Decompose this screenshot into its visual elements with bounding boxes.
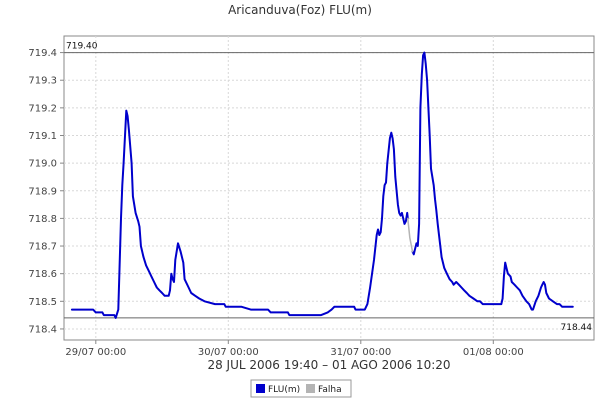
legend-label-flu: FLU(m): [268, 385, 300, 395]
series-line-1: [411, 51, 574, 311]
y-tick-label: 718.8: [28, 214, 57, 225]
chart-subtitle: 28 JUL 2006 19:40 – 01 AGO 2006 10:20: [207, 358, 450, 372]
plot-area: [63, 35, 595, 341]
y-tick-label: 719.3: [28, 76, 57, 87]
y-tick-label: 719.0: [28, 159, 57, 170]
chart-title: Aricanduva(Foz) FLU(m): [228, 3, 372, 17]
legend-swatch-falha: [306, 384, 315, 393]
y-tick-label: 718.7: [28, 242, 57, 253]
x-tick-label: 30/07 00:00: [198, 347, 259, 358]
x-tick-label: 01/08 00:00: [463, 347, 524, 358]
reference-lines: 719.40 718.44: [64, 42, 594, 333]
x-tick-label: 31/07 00:00: [330, 347, 391, 358]
x-axis: 29/07 00:00 30/07 00:00 31/07 00:00 01/08 0…: [65, 340, 524, 358]
y-axis: 718.4 718.5 718.6 718.7 718.8 718.9 719.0 719.1…: [28, 48, 64, 335]
y-tick-label: 719.1: [28, 131, 57, 142]
y-tick-label: 718.4: [28, 324, 57, 335]
reference-line-label: 718.44: [561, 323, 593, 333]
legend-label-falha: Falha: [318, 385, 342, 395]
legend: FLU(m) Falha: [250, 379, 352, 398]
reference-line-label: 719.40: [66, 42, 98, 52]
legend-box: [250, 379, 352, 398]
y-tick-label: 718.5: [28, 297, 57, 308]
series-line-2: [407, 217, 414, 253]
x-tick-label: 29/07 00:00: [65, 347, 126, 358]
y-tick-label: 718.6: [28, 269, 57, 280]
y-tick-label: 719.2: [28, 103, 57, 114]
y-tick-label: 719.4: [28, 48, 57, 59]
series-line-0: [70, 109, 409, 319]
legend-swatch-flu: [256, 384, 265, 393]
series-layer: [70, 51, 574, 319]
y-tick-label: 718.9: [28, 186, 57, 197]
